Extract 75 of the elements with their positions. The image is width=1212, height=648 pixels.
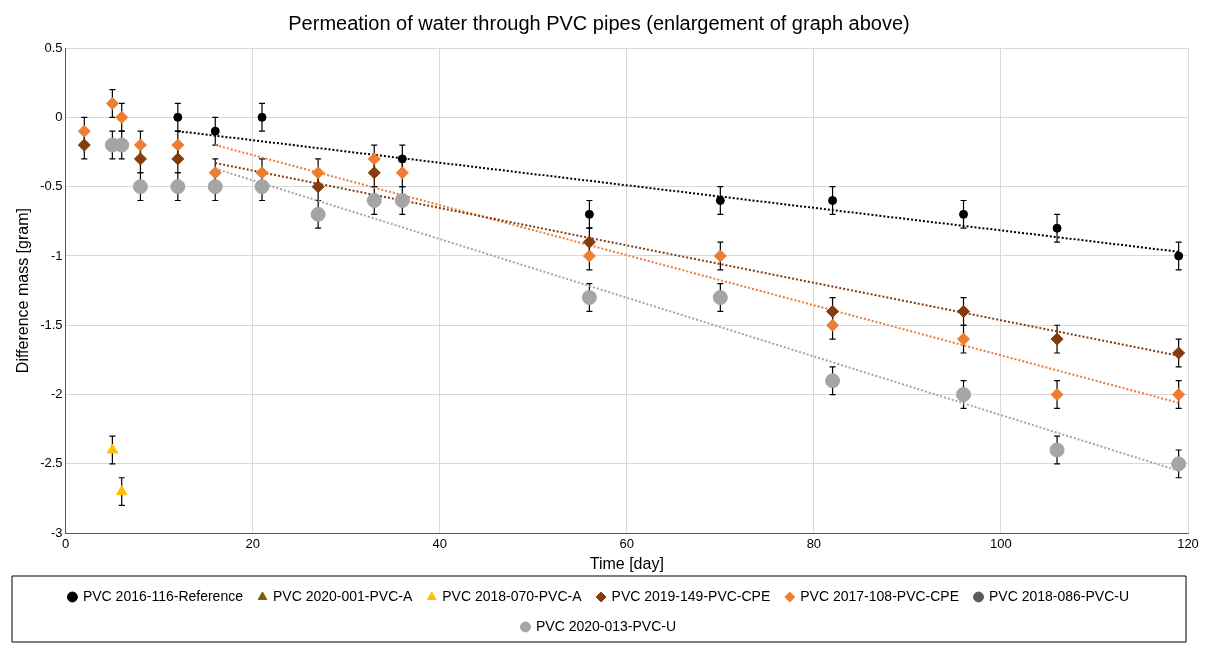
point bbox=[825, 373, 841, 389]
point bbox=[311, 166, 325, 180]
x-tick-label: 100 bbox=[990, 535, 1012, 551]
point bbox=[133, 138, 147, 152]
point bbox=[171, 152, 185, 166]
y-axis-title: Difference mass [gram] bbox=[14, 208, 32, 374]
point bbox=[208, 166, 222, 180]
point bbox=[397, 154, 407, 164]
point bbox=[105, 96, 119, 110]
point bbox=[132, 179, 148, 195]
point bbox=[1050, 388, 1064, 402]
point bbox=[106, 443, 119, 454]
point bbox=[115, 110, 129, 124]
y-tick-label: -1.5 bbox=[40, 316, 63, 332]
y-tick-label: -2.5 bbox=[40, 455, 63, 471]
point bbox=[956, 387, 972, 403]
x-tick-label: 40 bbox=[432, 535, 447, 551]
point bbox=[254, 179, 270, 195]
point bbox=[255, 166, 269, 180]
point bbox=[828, 195, 838, 205]
point bbox=[311, 180, 325, 194]
y-tick-label: 0 bbox=[55, 108, 63, 124]
point bbox=[1052, 223, 1062, 233]
point bbox=[715, 195, 725, 205]
y-tick-label: -2 bbox=[51, 386, 63, 402]
point bbox=[713, 249, 727, 263]
legend-label: PVC 2019-149-PVC-CPE bbox=[611, 587, 771, 604]
x-tick-label: 80 bbox=[806, 535, 822, 551]
point bbox=[1049, 442, 1065, 458]
point bbox=[826, 304, 840, 318]
point bbox=[366, 192, 382, 208]
point bbox=[367, 152, 381, 166]
point bbox=[207, 179, 223, 195]
point bbox=[1050, 332, 1064, 346]
point bbox=[133, 152, 147, 166]
y-tick-label: 0.5 bbox=[44, 39, 63, 55]
point bbox=[367, 166, 381, 180]
legend-label: PVC 2020-001-PVC-A bbox=[272, 587, 413, 604]
point bbox=[1174, 251, 1184, 261]
point bbox=[257, 112, 267, 122]
chart-title: Permeation of water through PVC pipes (enlargement of graph above) bbox=[288, 11, 910, 34]
legend-label: PVC 2018-086-PVC-U bbox=[989, 587, 1130, 604]
point bbox=[712, 290, 728, 306]
point bbox=[581, 290, 597, 306]
x-tick-label: 20 bbox=[245, 535, 260, 551]
x-tick-label: 60 bbox=[619, 535, 635, 551]
point bbox=[77, 124, 91, 138]
x-tick-label: 120 bbox=[1177, 535, 1199, 551]
y-tick-label: -0.5 bbox=[40, 178, 63, 194]
legend-label: PVC 2016-116-Reference bbox=[82, 587, 244, 604]
y-tick-label: -1 bbox=[51, 247, 63, 263]
point bbox=[77, 138, 91, 152]
point bbox=[957, 332, 971, 346]
point bbox=[582, 249, 596, 263]
point bbox=[826, 318, 840, 332]
point bbox=[1172, 388, 1186, 402]
point bbox=[171, 138, 185, 152]
point bbox=[310, 206, 326, 222]
legend-label: PVC 2020-013-PVC-U bbox=[535, 617, 677, 634]
point bbox=[116, 485, 128, 496]
point bbox=[959, 209, 969, 219]
point bbox=[210, 126, 220, 136]
point bbox=[394, 192, 410, 208]
y-tick-label: -3 bbox=[51, 524, 63, 540]
point bbox=[1171, 456, 1187, 472]
point bbox=[957, 304, 971, 318]
point bbox=[582, 235, 596, 249]
point bbox=[395, 166, 409, 180]
point bbox=[170, 179, 186, 195]
legend-label: PVC 2018-070-PVC-A bbox=[442, 587, 583, 604]
legend-label: PVC 2017-108-PVC-CPE bbox=[800, 587, 960, 604]
point bbox=[584, 209, 594, 219]
point bbox=[1172, 346, 1186, 360]
x-axis-title: Time [day] bbox=[589, 554, 664, 572]
point bbox=[173, 112, 183, 122]
